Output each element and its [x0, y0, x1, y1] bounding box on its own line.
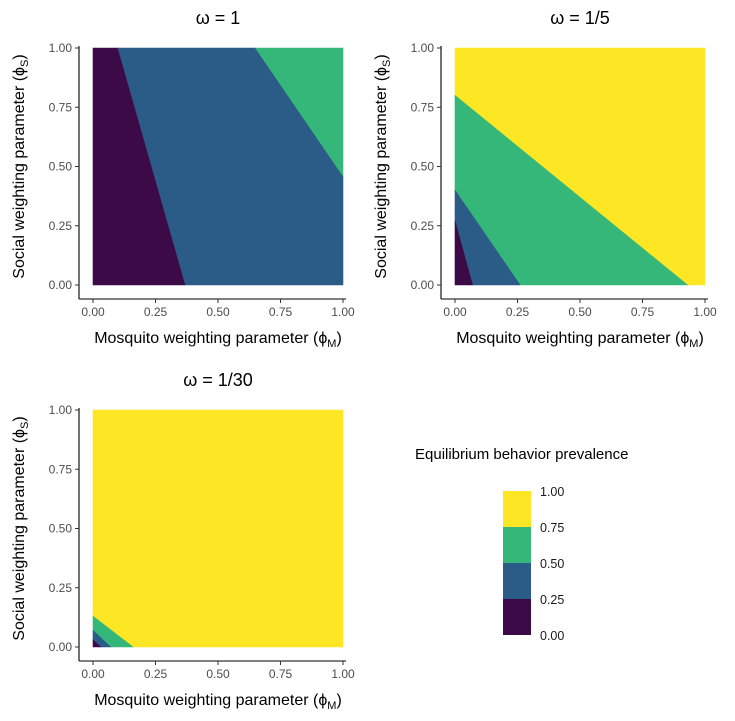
panel-3: ω = 1/30 0.00 0.25 0.50 0.75 1.00 0.00 0.25 0.50… [11, 370, 355, 712]
x-axis-title: Mosquito weighting parameter (ϕM) [94, 330, 342, 350]
y-tick-label: 0.50 [49, 522, 73, 536]
y-tick-label: 1.00 [49, 41, 73, 55]
x-tick-label: 0.25 [506, 305, 530, 319]
panel-title: ω = 1/5 [550, 8, 610, 28]
legend: Equilibrium behavior prevalence 1.00 0.75 0… [415, 446, 628, 643]
x-axis-title: Mosquito weighting parameter (ϕM) [94, 692, 342, 712]
heatmap-region [92, 409, 344, 648]
y-axis-title: Social weighting parameter (ϕS) [373, 54, 393, 278]
y-tick-label: 0.75 [49, 100, 73, 114]
y-tick-label: 0.00 [411, 278, 435, 292]
y-tick-label: 0.00 [49, 640, 73, 654]
y-tick-label: 1.00 [49, 403, 73, 417]
x-tick-label: 0.50 [206, 305, 230, 319]
y-tick-label: 1.00 [411, 41, 435, 55]
y-tick-label: 0.75 [49, 462, 73, 476]
x-tick-label: 0.50 [206, 667, 230, 681]
legend-label: 0.50 [540, 557, 564, 571]
y-tick-label: 0.25 [411, 219, 435, 233]
y-tick-label: 0.00 [49, 278, 73, 292]
legend-label: 0.25 [540, 593, 564, 607]
legend-swatch [503, 599, 531, 635]
legend-swatch [503, 491, 531, 527]
x-tick-label: 0.25 [144, 305, 168, 319]
y-axis-title: Social weighting parameter (ϕS) [11, 416, 31, 640]
x-tick-label: 0.00 [81, 305, 105, 319]
x-axis-title: Mosquito weighting parameter (ϕM) [456, 330, 704, 350]
y-tick-label: 0.25 [49, 219, 73, 233]
y-tick-label: 0.50 [411, 160, 435, 174]
legend-label: 0.75 [540, 521, 564, 535]
y-tick-label: 0.75 [411, 100, 435, 114]
heatmap-region [117, 47, 344, 286]
y-tick-label: 0.25 [49, 581, 73, 595]
legend-swatch [503, 563, 531, 599]
x-tick-label: 0.50 [568, 305, 592, 319]
legend-label: 1.00 [540, 485, 564, 499]
x-tick-label: 0.00 [81, 667, 105, 681]
heatmap-region [92, 639, 102, 648]
x-tick-label: 0.00 [443, 305, 467, 319]
heatmap-region [454, 220, 473, 286]
legend-label: 0.00 [540, 629, 564, 643]
panel-title: ω = 1/30 [183, 370, 253, 390]
panel-1: ω = 1 0.00 0.25 0.50 0.75 1.00 0.00 0.25 0.50 0.7… [11, 8, 355, 350]
panel-2: ω = 1/5 0.00 0.25 0.50 0.75 1.00 0.00 0.25 0.50 0… [373, 8, 717, 350]
x-tick-label: 1.00 [331, 305, 355, 319]
x-tick-label: 1.00 [331, 667, 355, 681]
x-tick-label: 0.75 [269, 667, 293, 681]
panel-title: ω = 1 [196, 8, 241, 28]
y-axis-title: Social weighting parameter (ϕS) [11, 54, 31, 278]
x-tick-label: 0.75 [269, 305, 293, 319]
legend-title: Equilibrium behavior prevalence [415, 446, 628, 463]
x-tick-label: 0.25 [144, 667, 168, 681]
x-tick-label: 0.75 [631, 305, 655, 319]
heatmap-region [254, 47, 344, 177]
legend-swatch [503, 527, 531, 563]
y-tick-label: 0.50 [49, 160, 73, 174]
x-tick-label: 1.00 [693, 305, 717, 319]
